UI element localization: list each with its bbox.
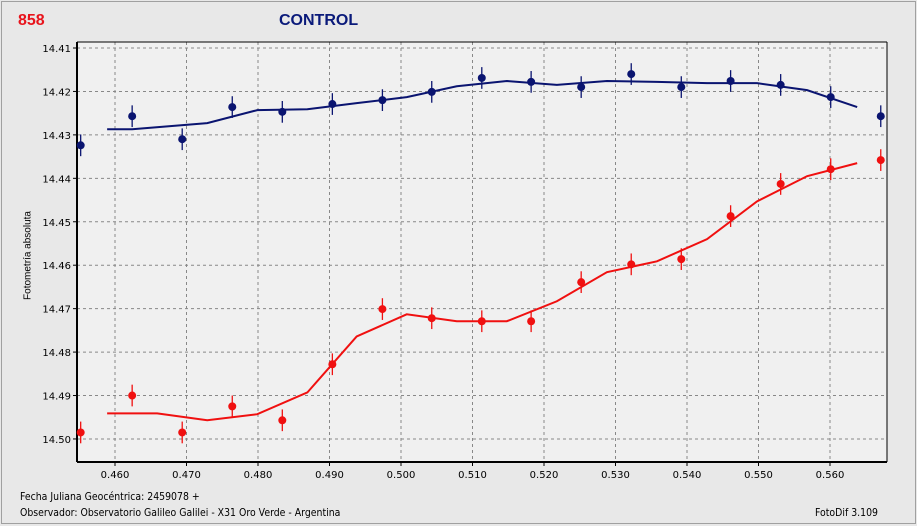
data-point [826,165,835,174]
y-tick-label: 14.44 [42,174,71,185]
y-tick-label: 14.41 [42,44,71,55]
data-point [776,80,785,89]
data-point [627,70,636,79]
data-point [577,83,586,92]
y-tick-label: 14.43 [42,131,71,142]
data-point [427,87,436,96]
x-tick-label: 0.460 [101,470,130,481]
data-point [726,212,735,221]
object-id: 858 [18,12,45,29]
y-tick-label: 14.48 [42,348,71,359]
data-point [228,402,237,411]
data-point [328,100,337,109]
x-tick-label: 0.500 [387,470,416,481]
data-point [228,103,237,112]
y-tick-label: 14.46 [42,261,71,272]
x-tick-label: 0.560 [816,470,845,481]
data-point [876,156,885,165]
data-point [677,255,686,264]
data-point [876,112,885,121]
y-tick-label: 14.50 [42,435,71,446]
y-tick-label: 14.49 [42,392,71,403]
data-point [577,278,586,287]
data-point [76,141,85,150]
observer-label: Observador: Observatorio Galileo Galilei… [20,506,341,519]
data-point [677,83,686,92]
software-label: FotoDif 3.109 [815,506,878,519]
data-point [477,73,486,82]
data-point [378,96,387,105]
data-point [527,77,536,86]
y-tick-label: 14.47 [42,305,71,316]
x-tick-label: 0.530 [601,470,630,481]
x-tick-label: 0.490 [315,470,344,481]
x-tick-label: 0.480 [244,470,273,481]
x-tick-label: 0.540 [673,470,702,481]
data-point [477,317,486,326]
data-point [178,428,187,437]
data-point [826,93,835,102]
chart-title: CONTROL [279,12,359,29]
x-tick-label: 0.550 [744,470,773,481]
data-point [178,135,187,144]
x-tick-label: 0.520 [530,470,559,481]
data-point [726,77,735,86]
x-axis-label: Fecha Juliana Geocéntrica: 2459078 + [20,490,200,503]
y-tick-label: 14.42 [42,87,71,98]
data-point [378,305,387,314]
data-point [427,314,436,323]
data-point [76,428,85,437]
data-point [527,317,536,326]
data-point [128,391,137,400]
y-tick-label: 14.45 [42,218,71,229]
x-tick-label: 0.470 [172,470,201,481]
plot-area [77,42,887,462]
x-tick-label: 0.510 [458,470,487,481]
data-point [627,260,636,269]
data-point [328,360,337,369]
data-point [128,112,137,121]
data-point [278,416,287,425]
data-point [278,107,287,116]
data-point [776,179,785,188]
